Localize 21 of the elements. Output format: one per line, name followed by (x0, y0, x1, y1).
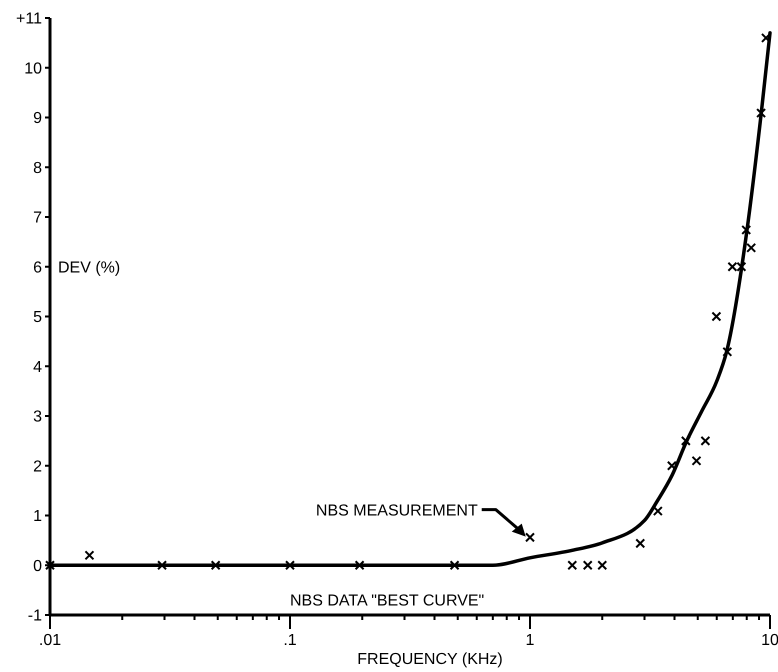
y-tick-label: 9 (33, 110, 42, 128)
y-tick-label: 5 (33, 309, 42, 326)
x-tick-label: .1 (283, 632, 297, 649)
y-tick-label: 1 (33, 508, 42, 526)
annotation: NBS MEASUREMENT (316, 502, 478, 520)
y-tick-label: 10 (24, 60, 42, 78)
y-tick-label: -1 (28, 608, 42, 625)
y-tick-label: 7 (33, 210, 42, 227)
x-tick-label: .01 (38, 632, 62, 649)
y-tick-label: 8 (33, 160, 42, 177)
x-tick-label: 10 (761, 632, 778, 649)
y-tick-label: 3 (33, 408, 42, 426)
y-axis-title: DEV (%) (58, 259, 120, 276)
series-label: NBS DATA "BEST CURVE" (290, 592, 484, 610)
y-tick-label: 0 (33, 558, 42, 575)
x-axis-title: FREQUENCY (KHz) (357, 651, 503, 668)
x-tick-label: 1 (526, 632, 535, 649)
y-tick-label: +11 (16, 10, 42, 28)
y-tick-label: 2 (33, 458, 42, 476)
y-tick-label: 6 (33, 259, 42, 276)
y-tick-label: 4 (33, 358, 42, 376)
